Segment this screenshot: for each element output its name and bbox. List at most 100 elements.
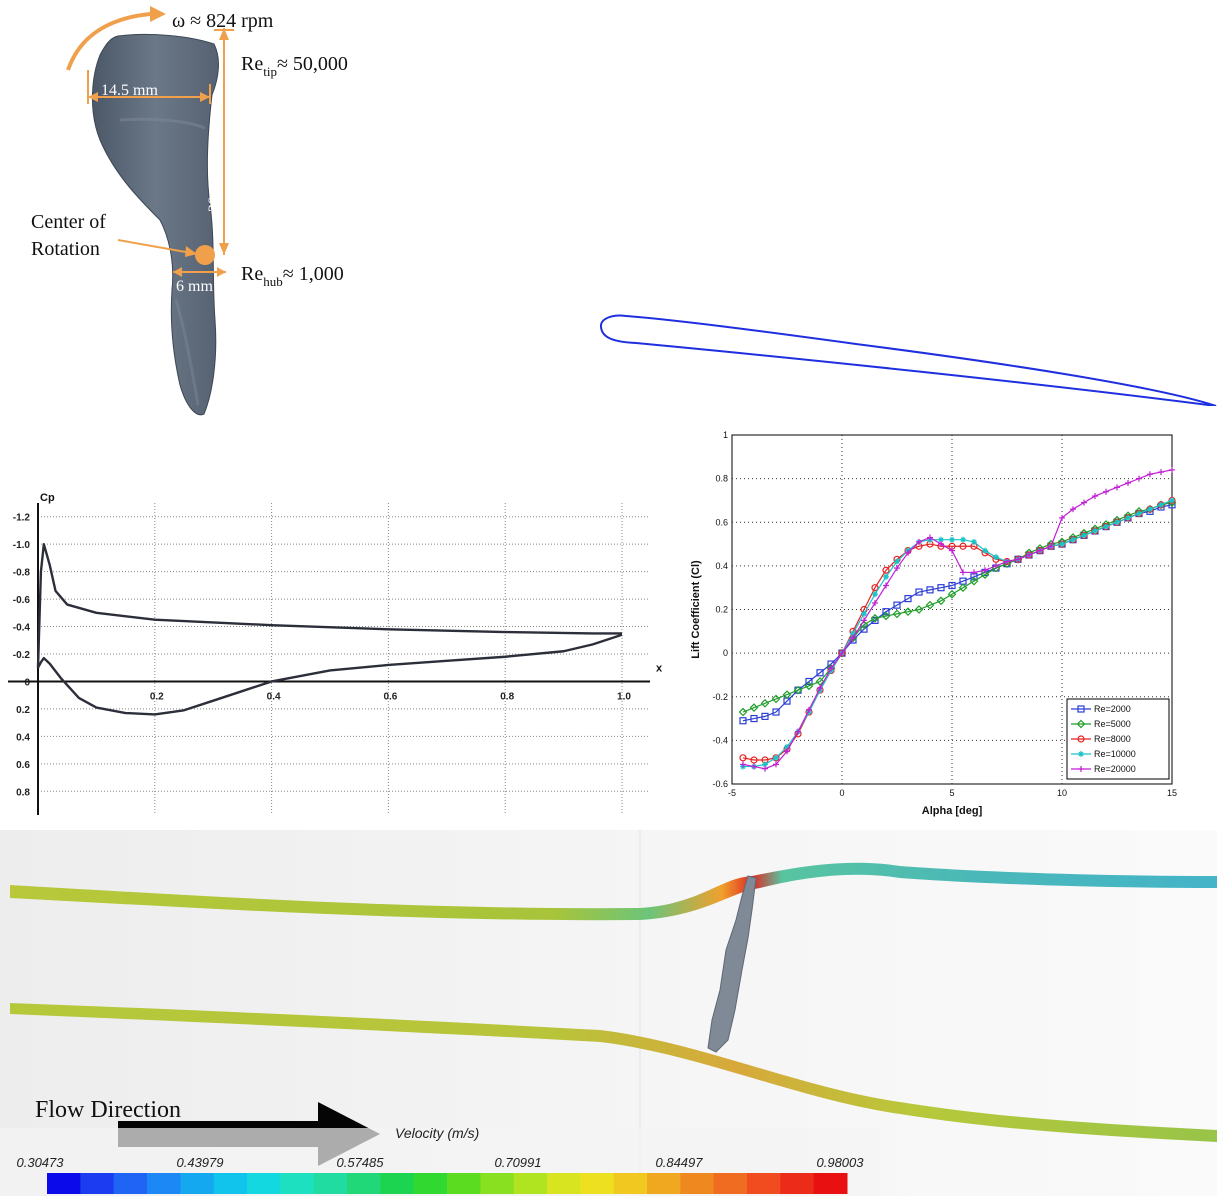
cl-data-point [914, 605, 924, 614]
cl-y-tick-label: 0.6 [715, 517, 728, 527]
cl-data-point [861, 617, 867, 624]
cl-x-tick-label: 10 [1057, 788, 1067, 798]
lower-streamline [10, 1003, 1217, 1142]
cl-data-point [937, 584, 945, 592]
colorbar-swatch [447, 1173, 481, 1194]
cl-data-point [806, 706, 812, 713]
cl-data-point [751, 763, 757, 770]
colorbar-tick-label: 0.98003 [817, 1155, 865, 1170]
colorbar-swatch [147, 1173, 181, 1194]
cfd-velocity-panel: Flow Direction Velocity (m/s) 0.30473 0.4… [0, 830, 1217, 1196]
cl-data-point [971, 569, 977, 576]
cl-data-point [805, 677, 813, 686]
cl-legend-item: Re=10000 [1071, 749, 1136, 759]
cl-data-point [925, 600, 935, 610]
cp-series-line-2 [36, 633, 623, 716]
colorbar-title: Velocity (m/s) [395, 1125, 479, 1141]
airfoil-outline [600, 314, 1217, 407]
cp-y-tick-label: -1.0 [13, 540, 31, 551]
cl-data-point [993, 554, 999, 561]
cl-data-point [947, 589, 957, 599]
cl-y-tick-label: 1 [723, 430, 728, 440]
cl-data-point [969, 576, 979, 586]
colorbar-swatch [780, 1173, 815, 1194]
upper-streamline [10, 862, 1217, 921]
cl-data-point [1136, 475, 1142, 482]
cp-x-tick-label: 0.6 [383, 691, 397, 702]
colorbar-tick-label: 0.84497 [656, 1155, 704, 1170]
colorbar-swatch [413, 1173, 448, 1194]
colorbar-tick-label: 0.70991 [495, 1155, 542, 1170]
colorbar-swatch [813, 1173, 848, 1194]
length-label: 29 mm [206, 167, 223, 212]
cfd-blade [707, 875, 757, 1053]
cl-legend-item: Re=5000 [1071, 719, 1131, 729]
cl-chart-panel: -5 0 5 10 15 -0.6 -0.4 -0.2 0 0.2 0.4 0.6 0.8 1 Alpha … [675, 425, 1217, 820]
cp-y-tick-label: 0.4 [16, 732, 30, 743]
cl-legend-label: Re=2000 [1094, 704, 1131, 714]
cl-data-point [740, 761, 746, 768]
cl-data-point [817, 685, 823, 692]
cp-x-tick-label: 0.4 [267, 691, 281, 702]
cl-data-point [883, 573, 889, 580]
cp-y-tick-label: 0 [24, 677, 30, 688]
cp-series-line-1 [36, 542, 622, 668]
cl-series-line [742, 502, 1173, 713]
colorbar-swatch [547, 1173, 581, 1194]
cl-y-tick-label: -0.4 [712, 735, 728, 745]
cl-data-point [1125, 514, 1131, 521]
colorbar-swatch [213, 1173, 248, 1194]
cp-y-tick-label: 0.2 [16, 705, 30, 716]
colorbar-swatch [347, 1173, 381, 1194]
cl-data-point [1169, 466, 1175, 473]
cl-legend-label: Re=20000 [1094, 764, 1136, 774]
cl-data-point [1114, 519, 1120, 526]
cl-data-point [1026, 551, 1032, 558]
cl-data-point [749, 703, 759, 713]
cl-data-point [882, 566, 890, 574]
cl-data-point [760, 698, 770, 708]
cp-y-tick-label: -0.4 [13, 623, 31, 634]
cl-data-point [971, 538, 977, 545]
cl-data-point [936, 596, 946, 606]
cl-data-point [903, 607, 913, 617]
cl-data-point [894, 558, 900, 565]
cp-chart: -1.2 -1.0 -0.8 -0.6 -0.4 -0.2 0 0.2 0.4 0.6 0.8 0.2… [0, 485, 665, 815]
cl-data-point [872, 599, 878, 606]
colorbar-tick-label: 0.30473 [17, 1155, 65, 1170]
cl-data-point [1070, 506, 1076, 513]
colorbar-tick-label: 0.43979 [177, 1155, 224, 1170]
cl-x-tick-label: 15 [1167, 788, 1177, 798]
cl-data-point [894, 565, 900, 572]
cl-data-point [982, 567, 988, 574]
cl-data-point [761, 712, 769, 720]
cl-data-point [784, 748, 790, 755]
cl-data-point [938, 541, 944, 548]
cl-data-point [815, 677, 825, 686]
cl-data-point [1037, 547, 1043, 554]
colorbar-swatch [313, 1173, 348, 1194]
colorbar-swatch [713, 1173, 748, 1194]
cl-legend-label: Re=5000 [1094, 719, 1131, 729]
cl-data-point [882, 608, 890, 616]
colorbar-swatch [113, 1173, 148, 1194]
cl-data-point [892, 609, 902, 619]
colorbar-swatch [647, 1173, 681, 1194]
re-hub-label: Rehub≈ 1,000 [241, 263, 344, 289]
cl-data-point [1103, 488, 1109, 495]
cp-x-axis-title: x [656, 662, 663, 674]
cl-series-line [742, 469, 1173, 770]
colorbar-swatch [613, 1173, 648, 1194]
cl-data-point [771, 694, 781, 704]
cl-y-tick-label: 0.2 [715, 605, 728, 615]
cl-data-point [1114, 484, 1120, 491]
colorbar-swatch [480, 1173, 515, 1194]
cl-data-point [949, 536, 955, 543]
cl-x-tick-label: -5 [728, 788, 736, 798]
cl-data-point [1125, 479, 1131, 486]
cp-x-tick-label: 0.2 [150, 691, 164, 702]
cl-data-point [916, 538, 922, 545]
width-label: 14.5 mm [101, 82, 158, 99]
cl-data-point [816, 669, 824, 677]
cl-data-point [773, 754, 779, 761]
